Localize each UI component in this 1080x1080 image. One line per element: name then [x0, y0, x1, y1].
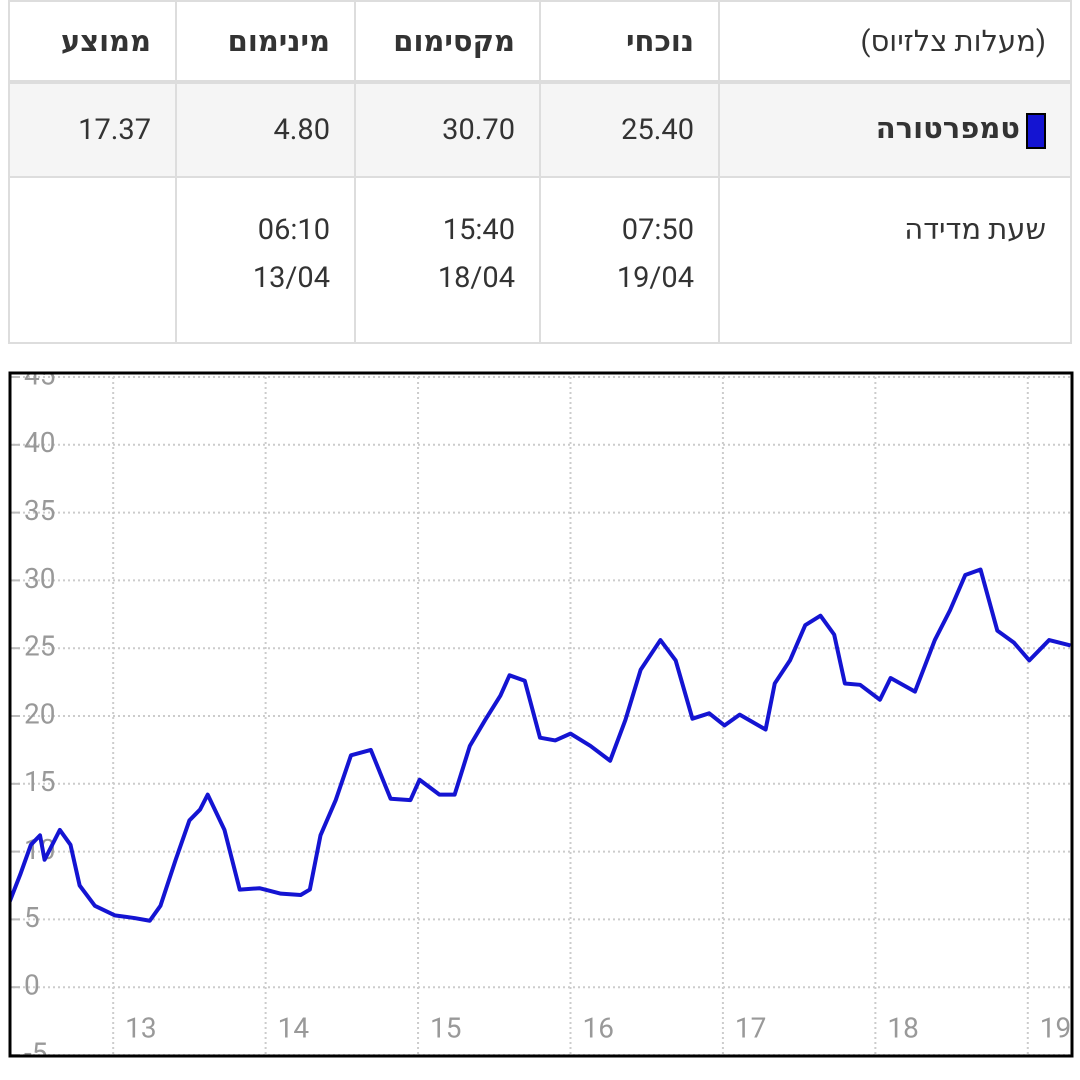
- header-cell: (מעלות צלזיוס): [718, 0, 1072, 84]
- y-tick-label: 15: [24, 765, 55, 798]
- time: 07:50: [621, 213, 694, 247]
- x-tick-label: 18: [887, 1011, 918, 1044]
- time: 06:10: [257, 213, 330, 247]
- header-cell: מקסימום: [354, 0, 541, 84]
- cell: [8, 176, 177, 344]
- cell: טמפרטורה: [718, 81, 1072, 178]
- header-cell: מינימום: [175, 0, 356, 84]
- cell: שעת מדידה: [718, 176, 1072, 344]
- y-tick-label: 20: [24, 697, 55, 730]
- date: 19/04: [616, 261, 694, 295]
- y-tick-label: 0: [24, 969, 40, 1002]
- header-cell: ממוצע: [8, 0, 177, 84]
- stats-table: (מעלות צלזיוס) נוכחי מקסימום מינימום ממו…: [8, 0, 1072, 344]
- chart-frame: [8, 371, 1074, 1058]
- cell: 06:10 13/04: [175, 176, 356, 344]
- time: 15:40: [442, 213, 515, 247]
- y-tick-label: 25: [24, 630, 55, 663]
- date: 18/04: [437, 261, 515, 295]
- cell: 4.80: [175, 81, 356, 178]
- cell: 30.70: [354, 81, 541, 178]
- cell: 25.40: [539, 81, 720, 178]
- x-tick-label: 15: [430, 1011, 461, 1044]
- header-row: (מעלות צלזיוס) נוכחי מקסימום מינימום ממו…: [8, 0, 1072, 84]
- x-tick-label: 19: [1040, 1011, 1071, 1044]
- x-tick-label: 13: [125, 1011, 156, 1044]
- row-label: טמפרטורה: [875, 112, 1020, 147]
- y-tick-label: 30: [24, 562, 55, 595]
- header-cell: נוכחי: [539, 0, 720, 84]
- y-tick-label: 45: [24, 358, 55, 391]
- date: 13/04: [252, 261, 330, 295]
- x-tick-label: 17: [735, 1011, 766, 1044]
- x-tick-label: 16: [582, 1011, 613, 1044]
- x-tick-label: 14: [278, 1011, 310, 1044]
- legend-swatch: [1026, 112, 1046, 149]
- y-tick-label: 40: [24, 426, 55, 459]
- y-tick-label: -5: [24, 1036, 47, 1069]
- row: שעת מדידה 07:50 19/04 15:40 18/04 06:10 13/…: [8, 176, 1072, 344]
- y-tick-label: 35: [24, 494, 55, 527]
- row: טמפרטורה 25.40 30.70 4.80 17.37: [8, 81, 1072, 178]
- cell: 17.37: [8, 81, 177, 178]
- y-tick-label: 5: [24, 901, 40, 934]
- data-line: [10, 567, 1071, 923]
- cell: 07:50 19/04: [539, 176, 720, 344]
- cell: 15:40 18/04: [354, 176, 541, 344]
